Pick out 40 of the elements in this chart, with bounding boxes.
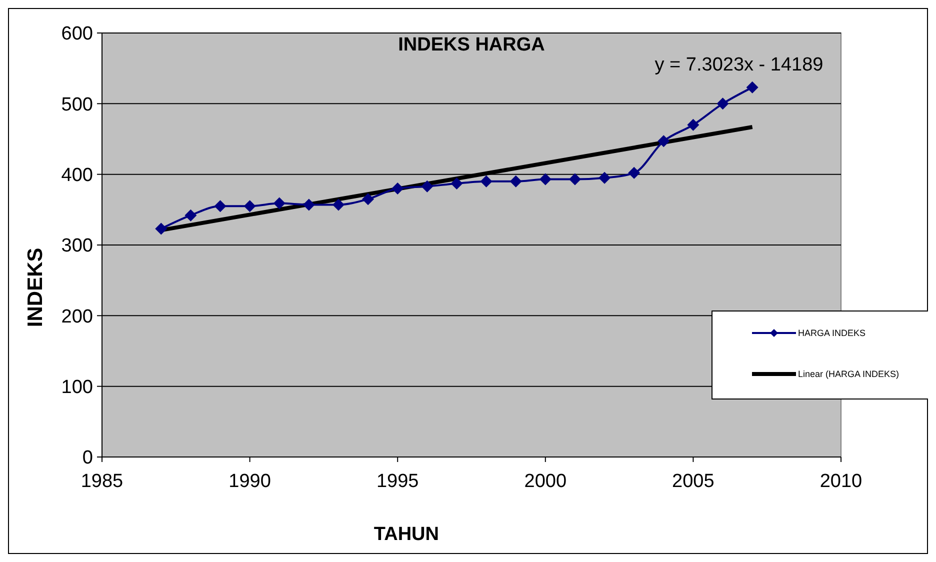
- point: [273, 197, 286, 210]
- point: [302, 198, 315, 211]
- point: [392, 182, 404, 194]
- y-tick-label: 400: [61, 164, 93, 186]
- x-tick-label: 2010: [820, 471, 862, 492]
- y-tick-label: 200: [61, 306, 93, 328]
- y-axis-title: INDEKS: [24, 248, 47, 328]
- y-tick-label: 100: [61, 376, 93, 398]
- annotation: y = 7.3023x - 14189: [654, 54, 824, 76]
- point: [658, 135, 670, 148]
- x-axis-title: TAHUN: [374, 524, 440, 545]
- point: [421, 180, 434, 192]
- point: [214, 200, 226, 212]
- legend-label: HARGA INDEKS: [798, 328, 866, 338]
- point: [687, 118, 700, 131]
- point: [716, 98, 729, 110]
- x-tick-label: 2005: [672, 471, 714, 492]
- point: [628, 166, 640, 179]
- point: [598, 172, 611, 184]
- point: [568, 173, 581, 186]
- point: [155, 222, 168, 235]
- y-tick-label: 0: [82, 448, 93, 469]
- point: [332, 198, 344, 211]
- y-tick-label: 500: [61, 94, 93, 116]
- y-tick-label: 600: [61, 24, 93, 45]
- point: [480, 175, 492, 188]
- point: [539, 173, 552, 186]
- x-tick-label: 1985: [80, 471, 124, 492]
- y-tick-label: 300: [61, 236, 93, 257]
- chart-title: INDEKS HARGA: [398, 34, 546, 56]
- x-tick-label: 1995: [376, 471, 419, 492]
- legend-label: Linear (HARGA INDEKS): [798, 369, 900, 380]
- point: [510, 175, 522, 188]
- point: [746, 81, 758, 94]
- point: [244, 200, 256, 212]
- point: [450, 178, 463, 190]
- point: [362, 193, 374, 206]
- x-tick-label: 1990: [228, 471, 271, 492]
- x-tick-label: 2000: [524, 471, 567, 492]
- point: [184, 209, 197, 222]
